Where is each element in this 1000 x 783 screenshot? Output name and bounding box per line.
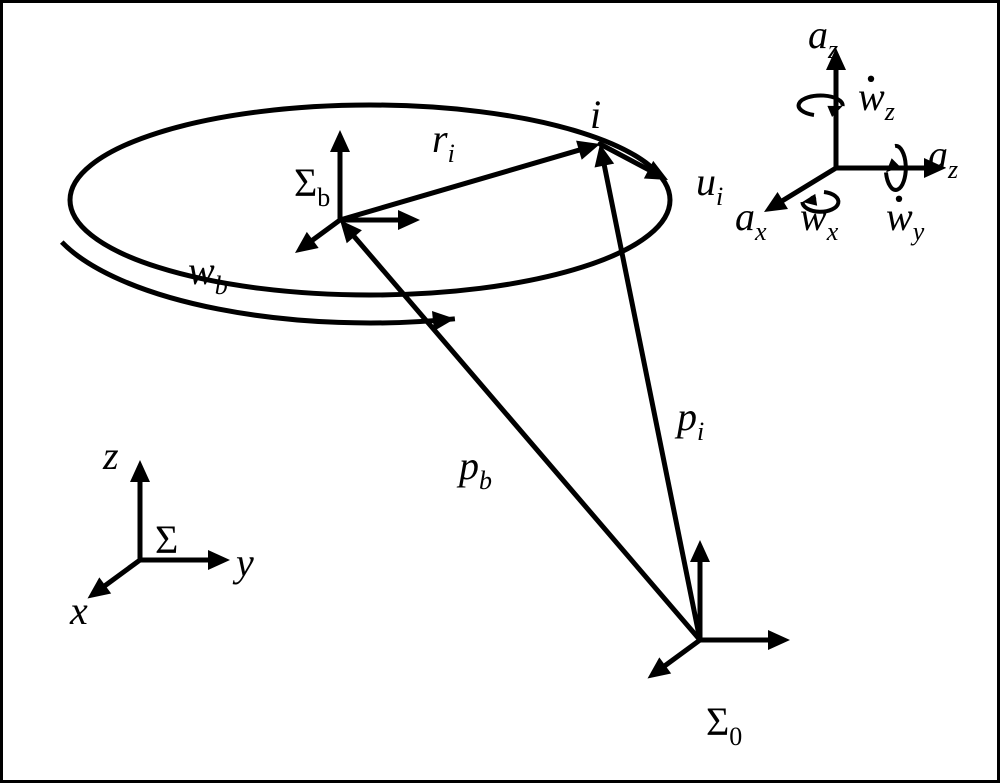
label-u_i: ui [696,159,723,211]
body-ellipse [70,105,670,295]
svg-text:Σ0: Σ0 [706,699,742,751]
svg-text:ri: ri [432,116,455,168]
diagram-canvas: Σz y x Σb Σ0 ri i ui pb pi wb az az ax wz wywx [0,0,1000,783]
svg-text:wx: wx [800,194,839,246]
label-a_z_top: az [808,12,838,64]
label-w_x_dot: wx [800,194,839,246]
label-i: i [590,92,601,137]
label-x: x [69,588,88,633]
svg-text:pi: pi [674,394,704,446]
label-a_z_right: az [928,132,958,184]
label-y: y [232,540,254,585]
label-w_z_dot: wz [858,74,895,126]
svg-text:pb: pb [456,443,492,495]
svg-text:wy: wy [886,194,925,246]
svg-text:wb: wb [188,248,228,300]
svg-text:az: az [808,12,838,64]
svg-text:z: z [102,433,119,478]
label-p_i: pi [674,394,704,446]
svg-text:az: az [928,132,958,184]
label-z: z [102,433,119,478]
svg-text:wz: wz [858,74,895,126]
label-p_b: pb [456,443,492,495]
svg-text:Σ: Σ [155,517,178,562]
label-r_i: ri [432,116,455,168]
label-a_x: ax [735,194,767,246]
svg-text:i: i [590,92,601,137]
svg-text:Σb: Σb [294,160,330,212]
label-sigma: Σ [155,517,178,562]
label-sigma_0: Σ0 [706,699,742,751]
svg-text:ax: ax [735,194,767,246]
svg-text:y: y [232,540,254,585]
label-sigma_b: Σb [294,160,330,212]
label-w_y_dot: wy [886,194,925,246]
svg-text:x: x [69,588,88,633]
svg-text:ui: ui [696,159,723,211]
label-w_b: wb [188,248,228,300]
